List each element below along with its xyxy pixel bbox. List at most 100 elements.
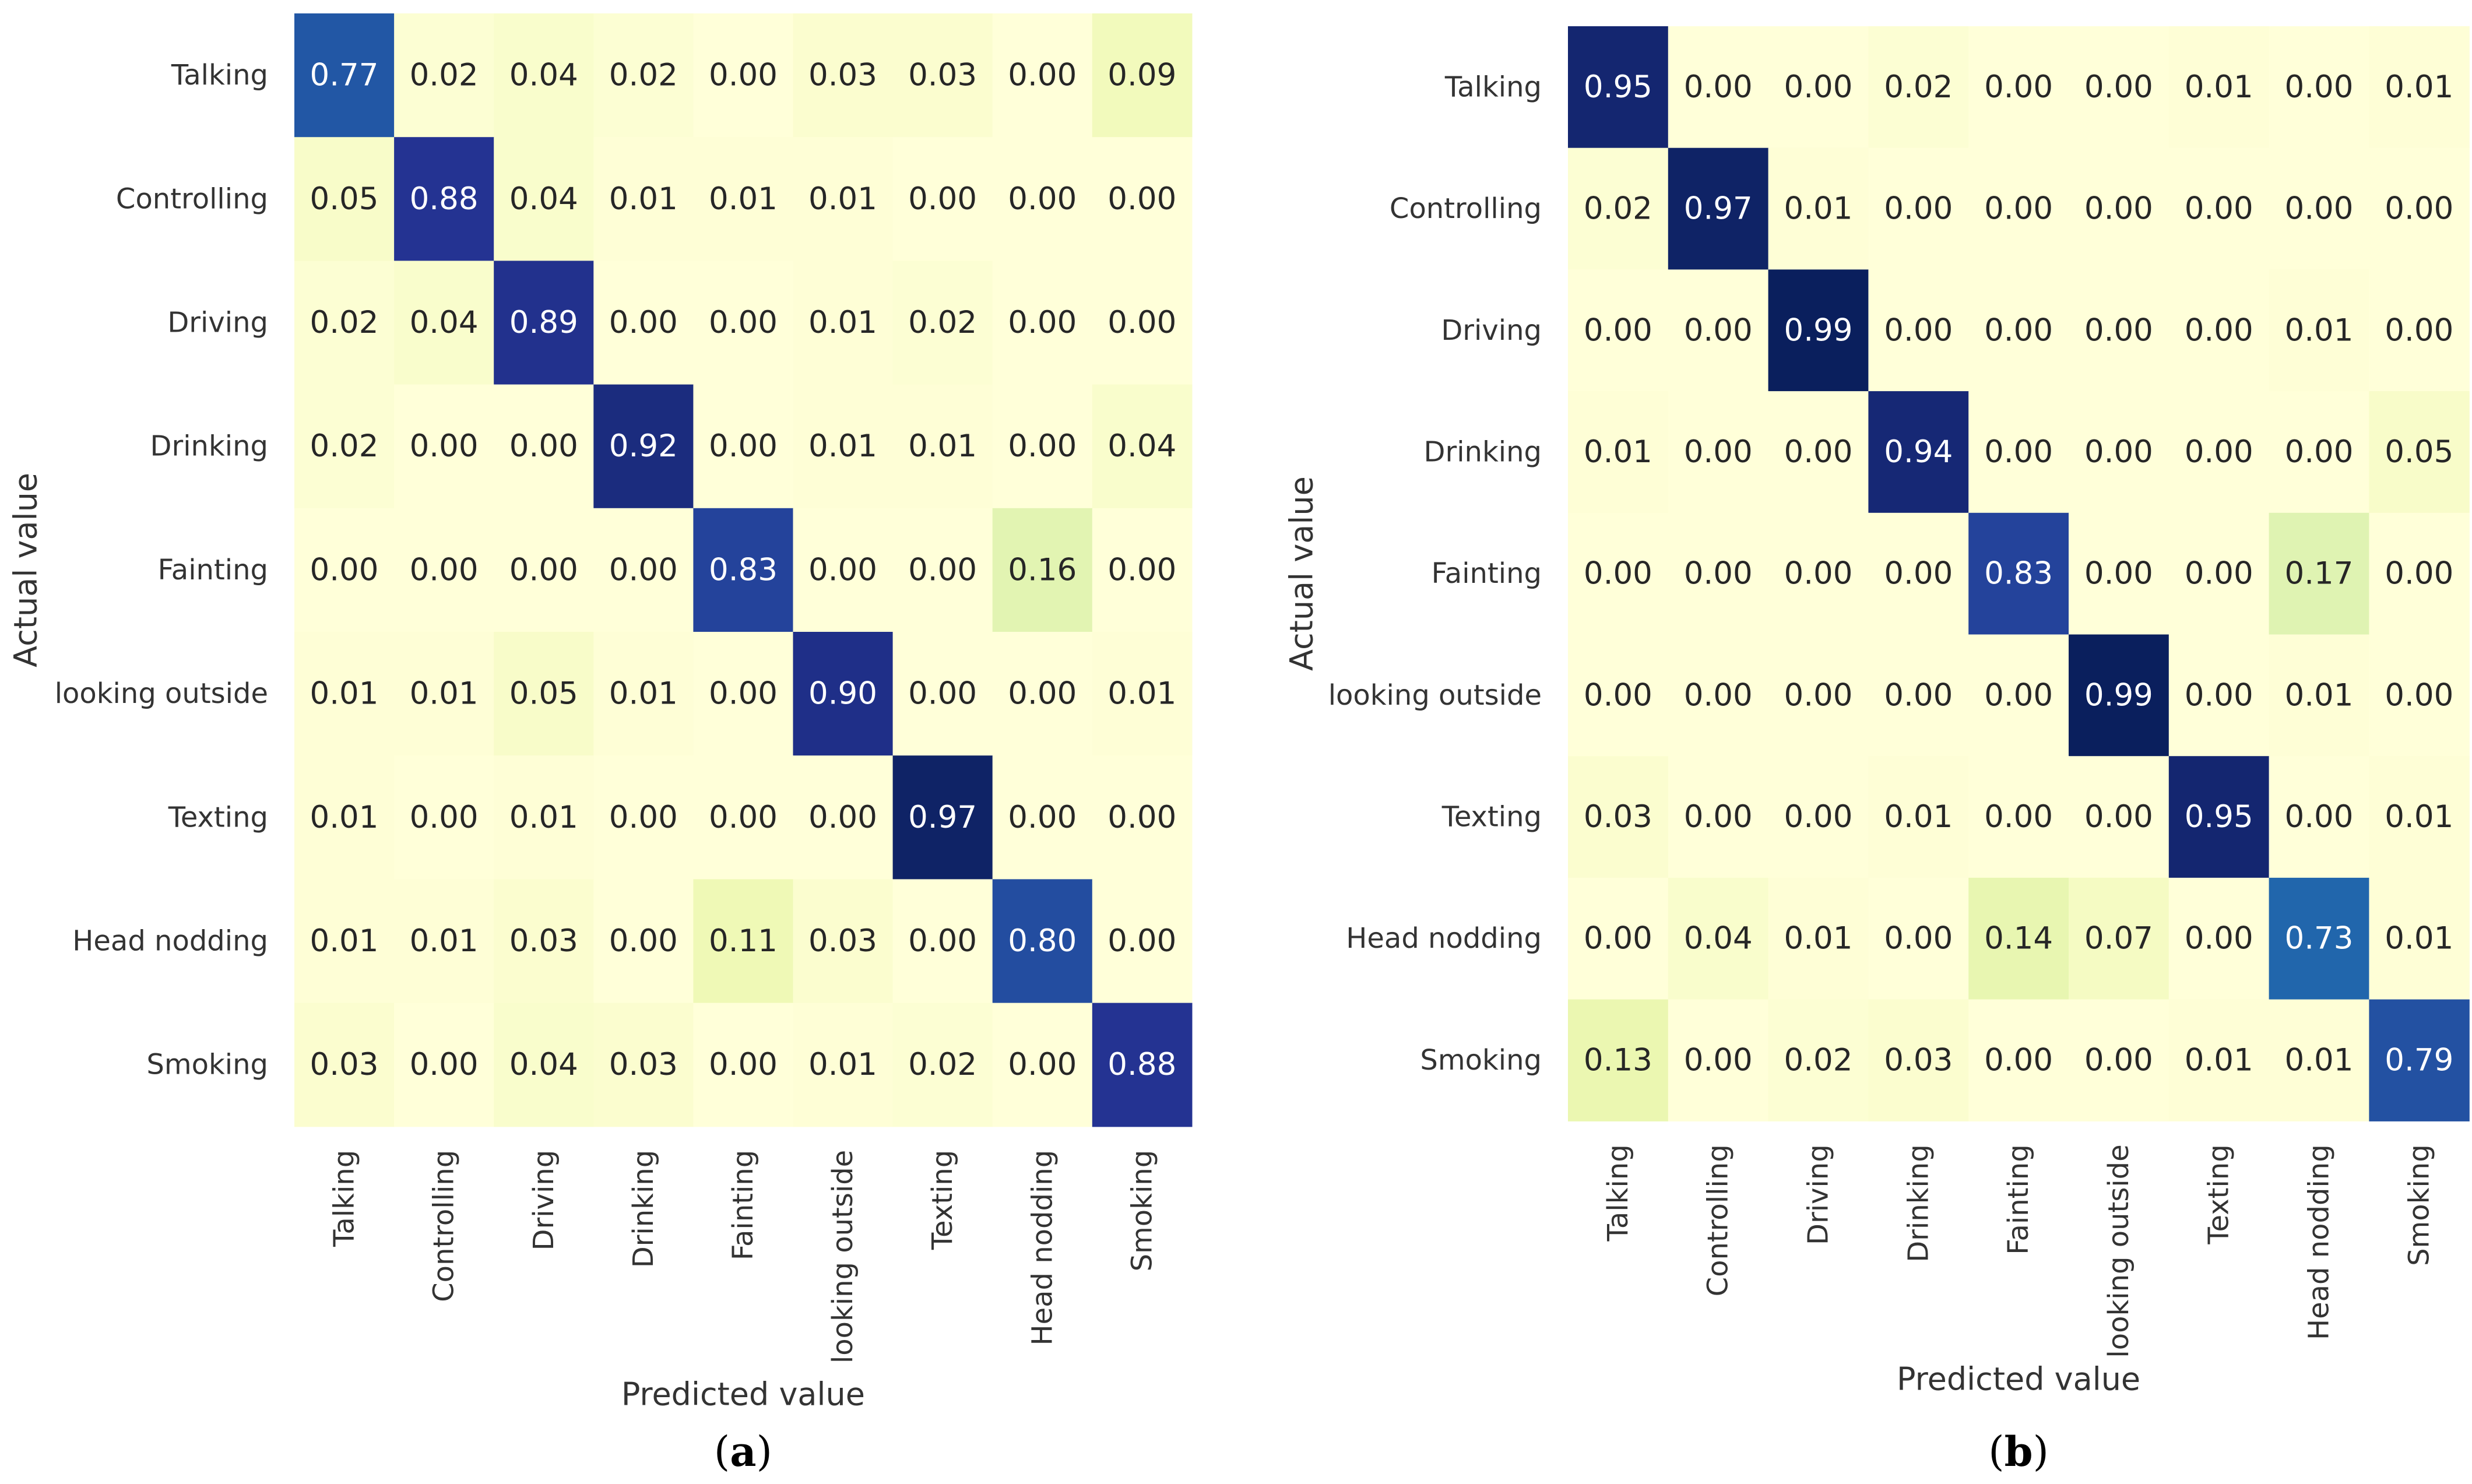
cell-r0-c0	[1568, 26, 1669, 149]
cell-value-r4-c6: 0.00	[2185, 556, 2253, 592]
row-label-6: Texting	[168, 801, 268, 834]
cell-value-r1-c6: 0.00	[908, 181, 977, 217]
cell-value-r4-c5: 0.00	[2084, 556, 2153, 592]
cell-r2-c3	[593, 261, 694, 385]
cell-r1-c0	[294, 137, 395, 261]
cell-r7-c4	[693, 879, 794, 1004]
cell-r1-c1	[394, 137, 494, 261]
row-label-1: Controlling	[116, 182, 268, 215]
cell-r7-c2	[1768, 877, 1869, 1000]
cell-r7-c8	[1092, 879, 1193, 1004]
cell-r0-c7	[992, 13, 1093, 138]
cell-r3-c1	[1668, 391, 1769, 514]
cell-r8-c5	[2069, 999, 2169, 1121]
cell-value-r1-c3: 0.00	[1884, 191, 1953, 227]
cell-r1-c2	[1768, 147, 1869, 270]
cell-value-r0-c3: 0.02	[1884, 69, 1953, 105]
cell-r7-c0	[1568, 877, 1669, 1000]
cell-value-r8-c6: 0.01	[2185, 1042, 2253, 1078]
cell-value-r1-c5: 0.00	[2084, 191, 2153, 227]
cell-value-r1-c6: 0.00	[2185, 191, 2253, 227]
cell-r3-c5	[2069, 391, 2169, 514]
cell-r7-c8	[2369, 877, 2470, 1000]
cell-value-r5-c3: 0.01	[609, 676, 678, 712]
cell-value-r0-c3: 0.02	[609, 58, 678, 93]
cell-r5-c4	[1968, 634, 2069, 757]
cell-value-r8-c6: 0.02	[908, 1047, 977, 1082]
cell-r4-c5	[793, 508, 894, 632]
cell-value-r3-c3: 0.92	[609, 428, 678, 464]
cell-r5-c8	[1092, 632, 1193, 756]
cell-value-r6-c2: 0.01	[509, 800, 578, 835]
cell-value-r7-c0: 0.01	[310, 923, 378, 959]
cell-r0-c1	[1668, 26, 1769, 149]
cell-r1-c2	[494, 137, 594, 261]
cell-value-r4-c3: 0.00	[1884, 556, 1953, 592]
panel-label-letter: a	[730, 1427, 756, 1476]
cell-value-r1-c2: 0.01	[1784, 191, 1852, 227]
panel-label: (a)	[714, 1427, 772, 1476]
cell-value-r8-c3: 0.03	[1884, 1042, 1953, 1078]
cell-r1-c0	[1568, 147, 1669, 270]
cell-value-r2-c1: 0.04	[410, 305, 479, 340]
cell-r2-c6	[2168, 269, 2270, 392]
cell-r4-c2	[1768, 512, 1869, 635]
cell-r7-c1	[394, 879, 494, 1004]
row-label-5: looking outside	[55, 677, 268, 710]
cell-r6-c0	[1568, 756, 1669, 878]
column-label-6: Texting	[926, 1150, 959, 1250]
cell-r6-c6	[2168, 756, 2270, 878]
cell-value-r7-c3: 0.00	[609, 923, 678, 959]
cell-value-r6-c1: 0.00	[410, 800, 479, 835]
cell-r4-c8	[2369, 512, 2470, 635]
cell-value-r8-c8: 0.88	[1107, 1047, 1176, 1082]
cell-r8-c6	[892, 1003, 993, 1127]
column-label-5: looking outside	[2102, 1144, 2135, 1358]
cell-r1-c5	[2069, 147, 2169, 270]
cell-value-r3-c0: 0.02	[310, 428, 378, 464]
cell-r0-c2	[494, 13, 594, 138]
cell-r0-c6	[2168, 26, 2270, 149]
x-axis-label: Predicted value	[1897, 1361, 2140, 1398]
cell-value-r0-c2: 0.04	[509, 58, 578, 93]
cell-value-r4-c8: 0.00	[2385, 556, 2453, 592]
column-label-8: Smoking	[1126, 1150, 1158, 1272]
cell-value-r7-c5: 0.07	[2084, 921, 2153, 956]
cell-value-r4-c1: 0.00	[410, 552, 479, 588]
cell-value-r0-c2: 0.00	[1784, 69, 1852, 105]
cell-r4-c6	[892, 508, 993, 632]
cell-value-r7-c1: 0.01	[410, 923, 479, 959]
row-label-5: looking outside	[1328, 679, 1542, 712]
cell-r2-c7	[992, 261, 1093, 385]
cell-value-r3-c5: 0.00	[2084, 434, 2153, 470]
cell-value-r7-c1: 0.04	[1684, 921, 1753, 956]
cell-value-r2-c2: 0.89	[509, 305, 578, 340]
x-axis-label: Predicted value	[621, 1376, 865, 1413]
cell-r8-c2	[1768, 999, 1869, 1121]
cell-r4-c0	[1568, 512, 1669, 635]
cell-r2-c1	[394, 261, 494, 385]
row-label-0: Talking	[171, 59, 268, 92]
cell-r6-c7	[2269, 756, 2369, 878]
cell-value-r4-c2: 0.00	[509, 552, 578, 588]
cell-value-r4-c6: 0.00	[908, 552, 977, 588]
cell-r4-c4	[1968, 512, 2069, 635]
cell-value-r7-c6: 0.00	[2185, 921, 2253, 956]
column-label-4: Fainting	[727, 1150, 759, 1260]
row-label-8: Smoking	[1420, 1044, 1542, 1077]
cell-r2-c0	[294, 261, 395, 385]
cell-value-r8-c4: 0.00	[1984, 1042, 2053, 1078]
panel-label-close: )	[2033, 1427, 2049, 1475]
cell-value-r5-c4: 0.00	[709, 676, 778, 712]
cell-r8-c1	[1668, 999, 1769, 1121]
cell-value-r6-c0: 0.03	[1584, 799, 1652, 835]
cell-value-r5-c5: 0.99	[2084, 677, 2153, 713]
cell-value-r7-c7: 0.80	[1008, 923, 1077, 959]
cell-value-r2-c2: 0.99	[1784, 312, 1852, 348]
cell-r3-c2	[1768, 391, 1869, 514]
cell-value-r4-c7: 0.16	[1008, 552, 1077, 588]
cell-r4-c6	[2168, 512, 2270, 635]
cell-r1-c8	[1092, 137, 1193, 261]
row-label-0: Talking	[1444, 71, 1542, 103]
cell-value-r1-c2: 0.04	[509, 181, 578, 217]
